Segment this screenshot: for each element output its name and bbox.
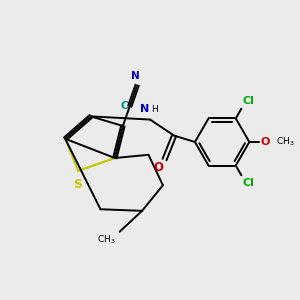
Text: C: C xyxy=(120,101,128,111)
Text: H: H xyxy=(151,105,158,114)
Text: S: S xyxy=(73,178,82,191)
Text: Cl: Cl xyxy=(243,178,255,188)
Text: O: O xyxy=(261,137,270,147)
Text: O: O xyxy=(154,161,164,174)
Text: CH$_3$: CH$_3$ xyxy=(276,136,294,148)
Text: CH$_3$: CH$_3$ xyxy=(97,233,116,246)
Text: N: N xyxy=(131,71,140,81)
Text: Cl: Cl xyxy=(243,96,255,106)
Text: N: N xyxy=(140,104,149,114)
